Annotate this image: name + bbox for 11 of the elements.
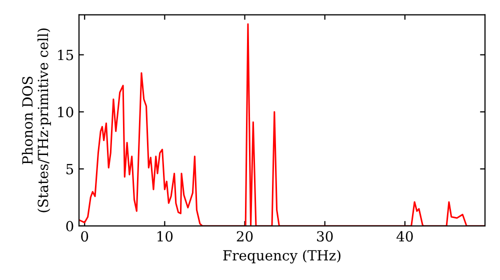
x-axis-title: Frequency (THz) [223,250,340,264]
y-tick-label: 0 [66,220,74,232]
y-tick-label: 10 [58,106,74,118]
x-tick-label: 40 [396,231,413,242]
x-tick-label: 0 [81,231,88,242]
y-axis-title: Phonon DOS (States/THz·primitive cell) [22,28,51,212]
x-tick-label: 20 [236,231,253,242]
y-tick-label: 15 [58,50,74,60]
x-tick-label: 30 [317,231,333,242]
y-tick-label: 5 [66,164,74,174]
x-tick-label: 10 [158,231,173,242]
